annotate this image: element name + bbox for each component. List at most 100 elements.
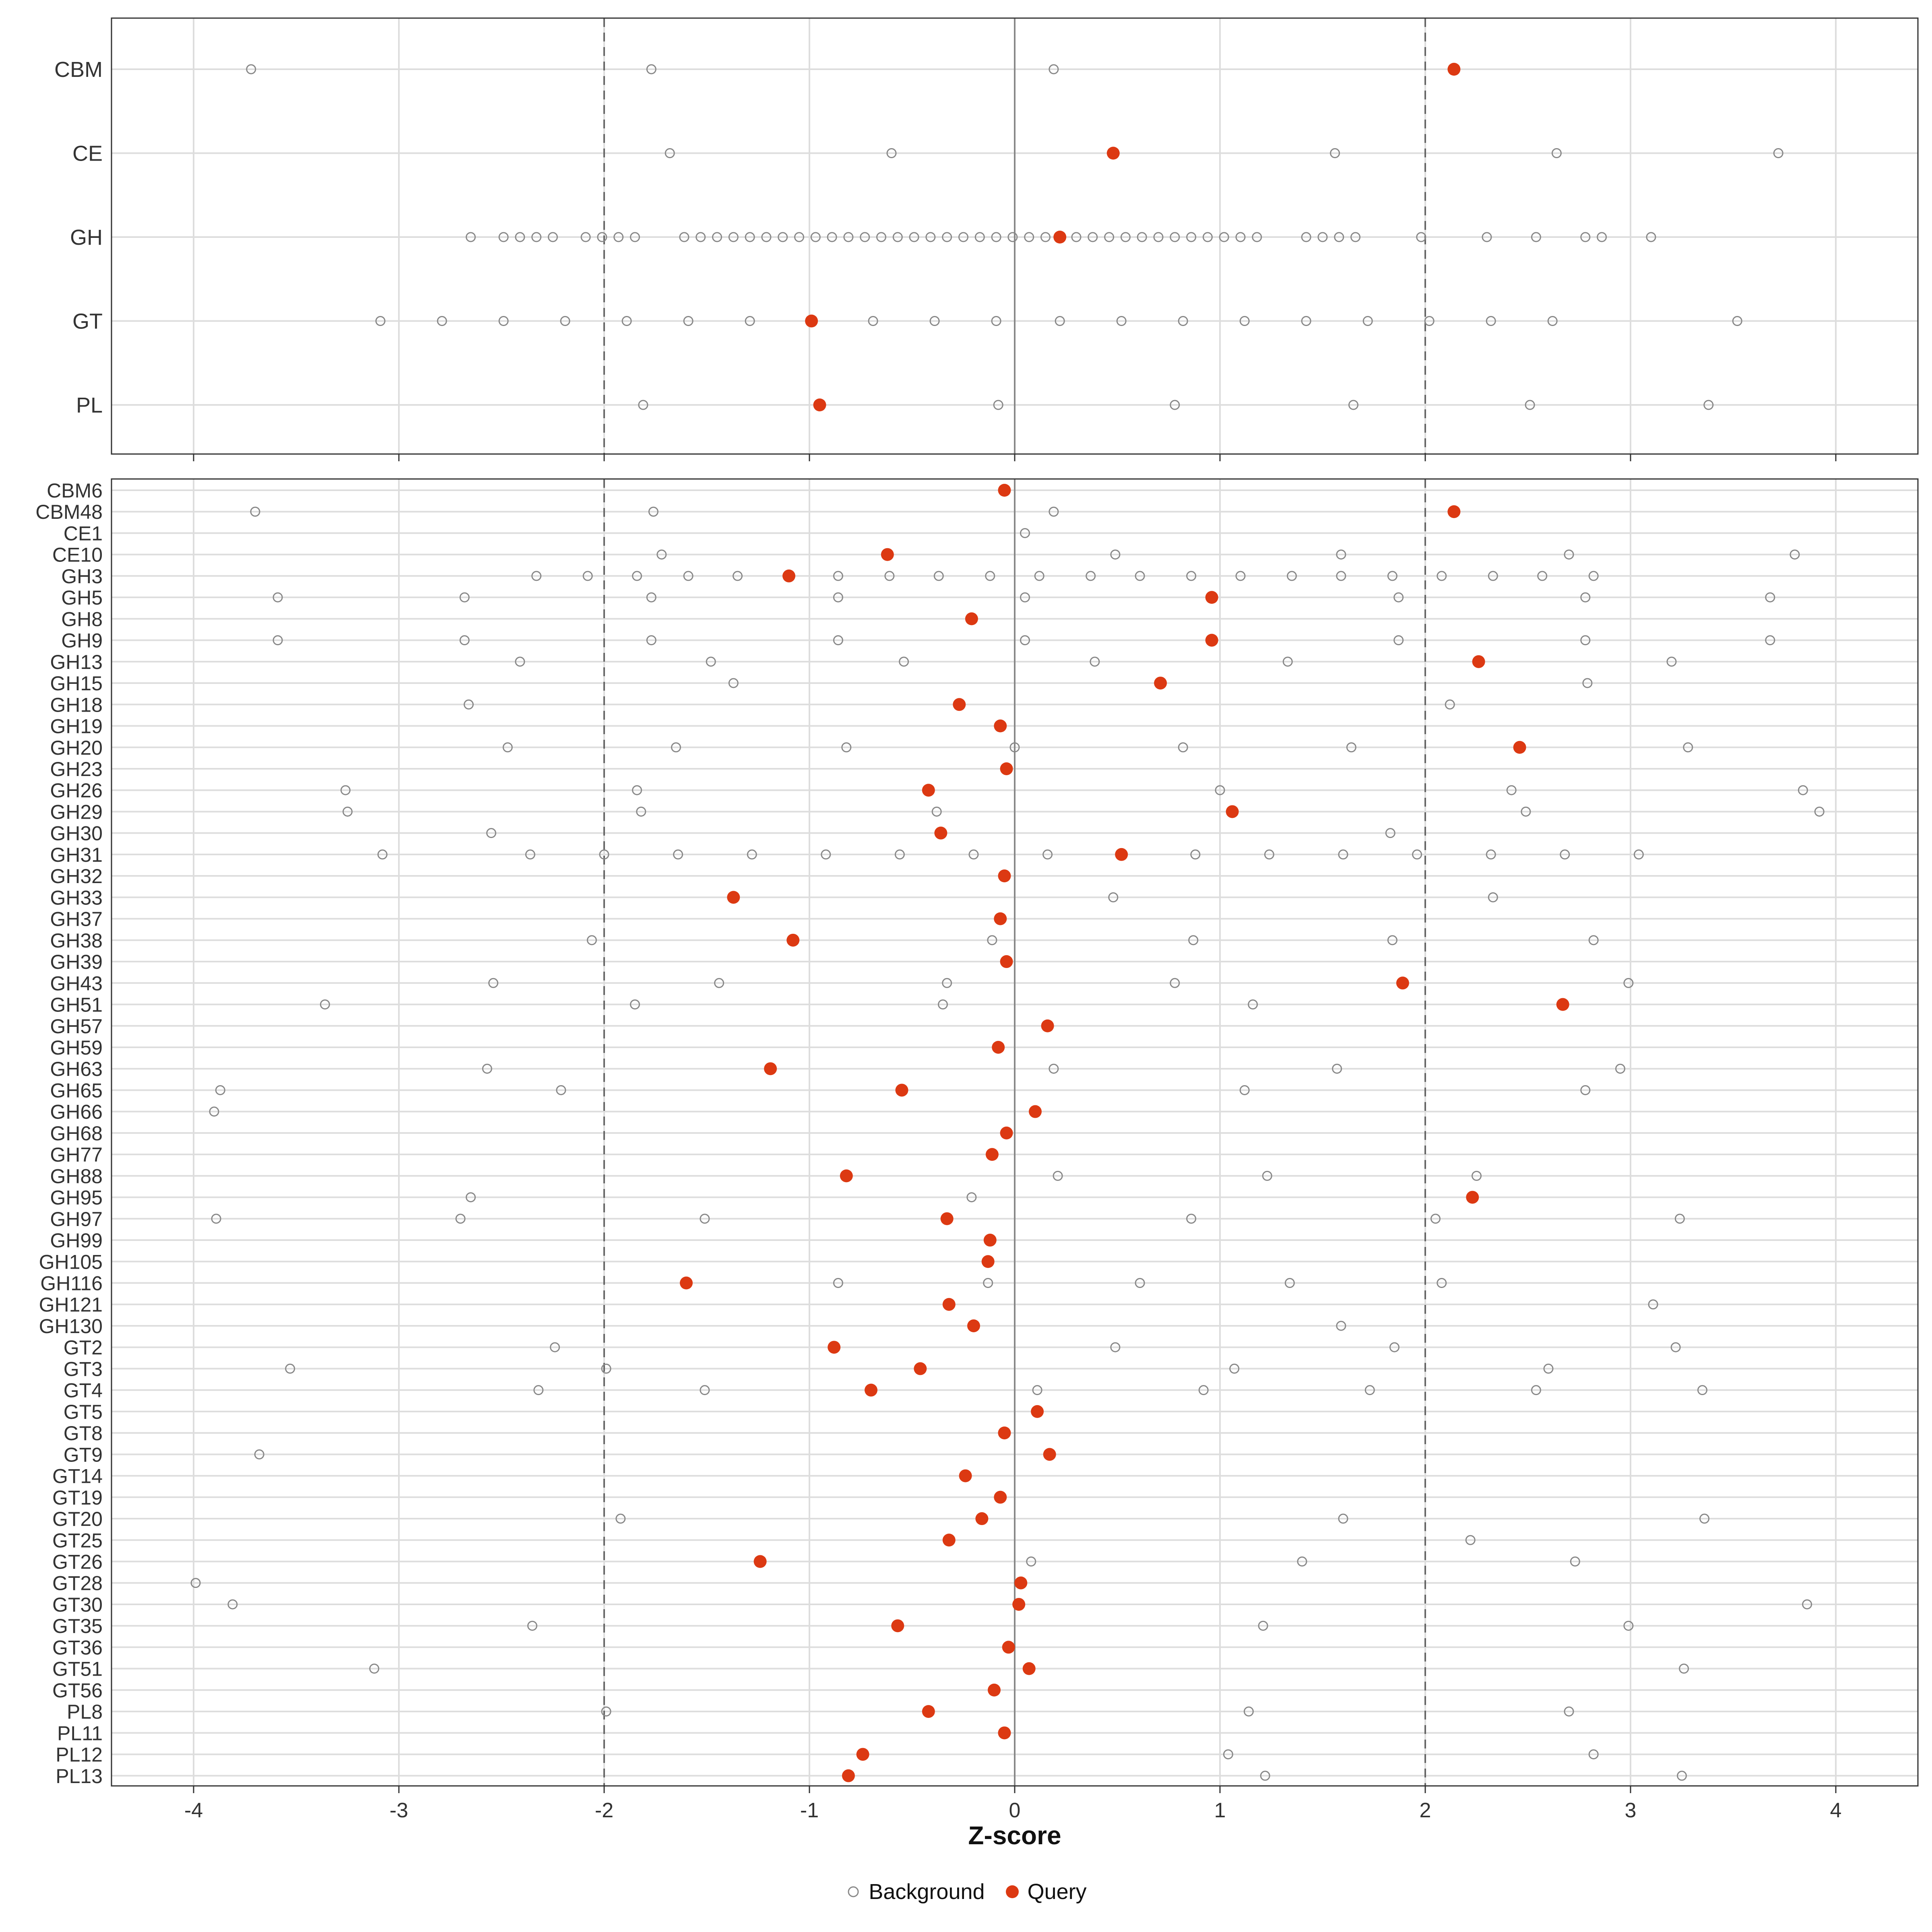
bottom-query-point [965, 612, 978, 625]
bottom-query-point [828, 1341, 841, 1354]
bottom-background-point [601, 1706, 611, 1717]
bottom-background-point [648, 506, 658, 517]
bottom-query-point [1205, 634, 1218, 647]
bottom-background-point [1287, 571, 1297, 581]
bottom-row-label: GT3 [64, 1358, 103, 1380]
bottom-background-point [966, 1192, 977, 1203]
bottom-background-point [1633, 849, 1644, 860]
top-query-point [1053, 231, 1067, 244]
bottom-background-point [714, 978, 724, 988]
bottom-query-point [922, 784, 935, 797]
bottom-query-point [994, 1490, 1007, 1504]
bottom-query-point [764, 1062, 777, 1075]
bottom-row-label: GT2 [64, 1336, 103, 1359]
bottom-background-point [1623, 1620, 1634, 1631]
top-background-point [1646, 232, 1656, 242]
bottom-background-point [636, 806, 646, 817]
top-background-point [1362, 316, 1373, 326]
bottom-background-point [1108, 892, 1119, 902]
bottom-background-point [983, 1278, 993, 1288]
bottom-query-point [981, 1255, 995, 1268]
bottom-background-point [1053, 1170, 1063, 1181]
top-background-point [498, 316, 509, 326]
top-background-point [560, 316, 570, 326]
bottom-row-label: CE10 [52, 544, 103, 566]
top-background-point [1348, 400, 1358, 410]
bottom-background-point [190, 1578, 201, 1588]
bottom-background-point [728, 678, 739, 688]
bottom-background-point [1336, 1321, 1346, 1331]
top-background-point [843, 232, 854, 242]
top-background-point [929, 316, 940, 326]
top-background-point [683, 316, 694, 326]
legend-query-label: Query [1027, 1880, 1087, 1904]
bottom-background-point [556, 1085, 566, 1095]
bottom-background-point [1531, 1385, 1541, 1395]
bottom-background-point [1699, 1513, 1710, 1524]
top-background-point [531, 232, 542, 242]
bottom-query-point [1043, 1448, 1056, 1461]
bottom-background-point [700, 1214, 710, 1224]
bottom-query-point [1556, 998, 1569, 1011]
top-background-point [1055, 316, 1065, 326]
bottom-background-point [821, 849, 831, 860]
bottom-row-label: GH9 [61, 630, 103, 652]
bottom-background-point [515, 656, 525, 667]
bottom-row-label: GH63 [50, 1058, 103, 1080]
bottom-background-point [285, 1363, 295, 1374]
bottom-background-point [599, 849, 609, 860]
bottom-background-point [1020, 528, 1030, 538]
top-background-point [1235, 232, 1246, 242]
bottom-background-point [1186, 571, 1197, 581]
top-background-point [974, 232, 985, 242]
bottom-query-point [1466, 1191, 1479, 1204]
bottom-background-point [1666, 656, 1677, 667]
bottom-row-label: GT30 [52, 1593, 103, 1616]
bottom-background-point [1264, 849, 1274, 860]
bottom-background-point [1802, 1599, 1812, 1610]
bottom-background-point [1697, 1385, 1707, 1395]
top-background-point [1024, 232, 1034, 242]
top-background-point [1301, 232, 1311, 242]
bottom-background-point [1798, 785, 1808, 795]
bottom-background-point [1488, 892, 1498, 902]
bottom-background-point [646, 635, 656, 646]
bottom-background-point [673, 849, 683, 860]
bottom-background-point [1110, 549, 1121, 560]
top-background-point [745, 316, 755, 326]
bottom-background-point [1486, 849, 1496, 860]
bottom-background-point [1437, 571, 1447, 581]
bottom-background-point [1258, 1620, 1268, 1631]
bottom-query-point [842, 1769, 855, 1782]
bottom-background-point [1677, 1771, 1687, 1781]
bottom-background-point [1430, 1214, 1441, 1224]
bottom-row-label: GH65 [50, 1079, 103, 1102]
bottom-background-point [1090, 656, 1100, 667]
top-row-label: CBM [54, 58, 103, 82]
top-background-point [1301, 316, 1311, 326]
bottom-background-point [938, 999, 948, 1010]
bottom-background-point [320, 999, 330, 1010]
top-background-point [1580, 232, 1591, 242]
bottom-background-point [1588, 1749, 1599, 1760]
top-background-point [1202, 232, 1213, 242]
top-background-point [1040, 232, 1051, 242]
top-row-label: PL [76, 393, 103, 417]
top-background-point [827, 232, 837, 242]
bottom-background-point [706, 656, 716, 667]
bottom-query-point [983, 1234, 997, 1247]
bottom-background-point [1262, 1170, 1272, 1181]
top-background-point [925, 232, 936, 242]
bottom-background-point [1135, 1278, 1145, 1288]
bottom-background-point [1765, 635, 1775, 646]
bottom-row-label: GT19 [52, 1486, 103, 1509]
bottom-background-point [656, 549, 667, 560]
top-query-point [1447, 63, 1461, 76]
top-background-point [1104, 232, 1115, 242]
top-background-point [1252, 232, 1262, 242]
bottom-background-point [601, 1363, 611, 1374]
bottom-query-point [940, 1212, 954, 1225]
bottom-background-point [1338, 849, 1348, 860]
bottom-background-point [1570, 1556, 1580, 1567]
bottom-background-point [1393, 635, 1404, 646]
